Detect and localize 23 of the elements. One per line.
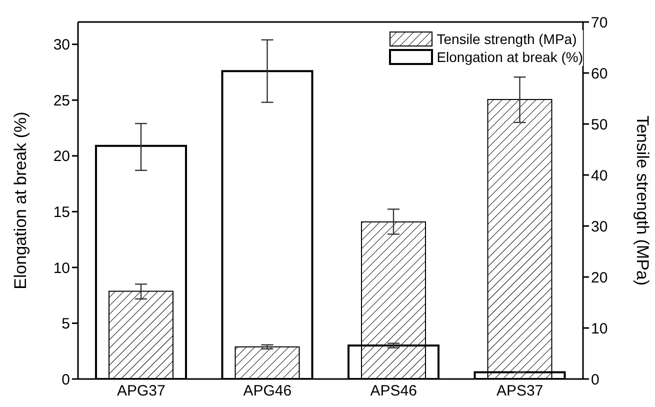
- y-tick-label: 15: [53, 204, 70, 221]
- x-tick-label: APG37: [116, 382, 166, 400]
- y2-tick-label: 70: [591, 14, 608, 32]
- y2-tick-label: 0: [591, 371, 600, 388]
- y-axis-title: Elongation at break (%): [11, 112, 30, 290]
- y-tick-label: 30: [53, 36, 70, 54]
- y2-tick-label: 10: [591, 320, 608, 338]
- y-tick-label: 10: [53, 260, 70, 277]
- legend-label: Tensile strength (MPa): [436, 30, 577, 48]
- x-tick-label: APS46: [370, 382, 417, 400]
- y2-tick-label: 30: [591, 218, 608, 236]
- y-tick-label: 20: [53, 148, 70, 166]
- y2-axis-title: Tensile strength (MPa): [632, 115, 652, 286]
- y2-tick-label: 60: [591, 65, 608, 82]
- y-tick-label: 0: [62, 371, 70, 388]
- y2-tick-label: 40: [591, 167, 608, 184]
- y-tick-label: 5: [62, 316, 70, 333]
- y2-tick-label: 50: [591, 116, 608, 134]
- x-tick-label: APG46: [243, 382, 292, 400]
- y2-tick-label: 20: [591, 269, 608, 286]
- legend-label: Elongation at break (%): [436, 48, 583, 66]
- x-tick-label: APS37: [496, 382, 544, 400]
- y-tick-label: 25: [53, 92, 70, 110]
